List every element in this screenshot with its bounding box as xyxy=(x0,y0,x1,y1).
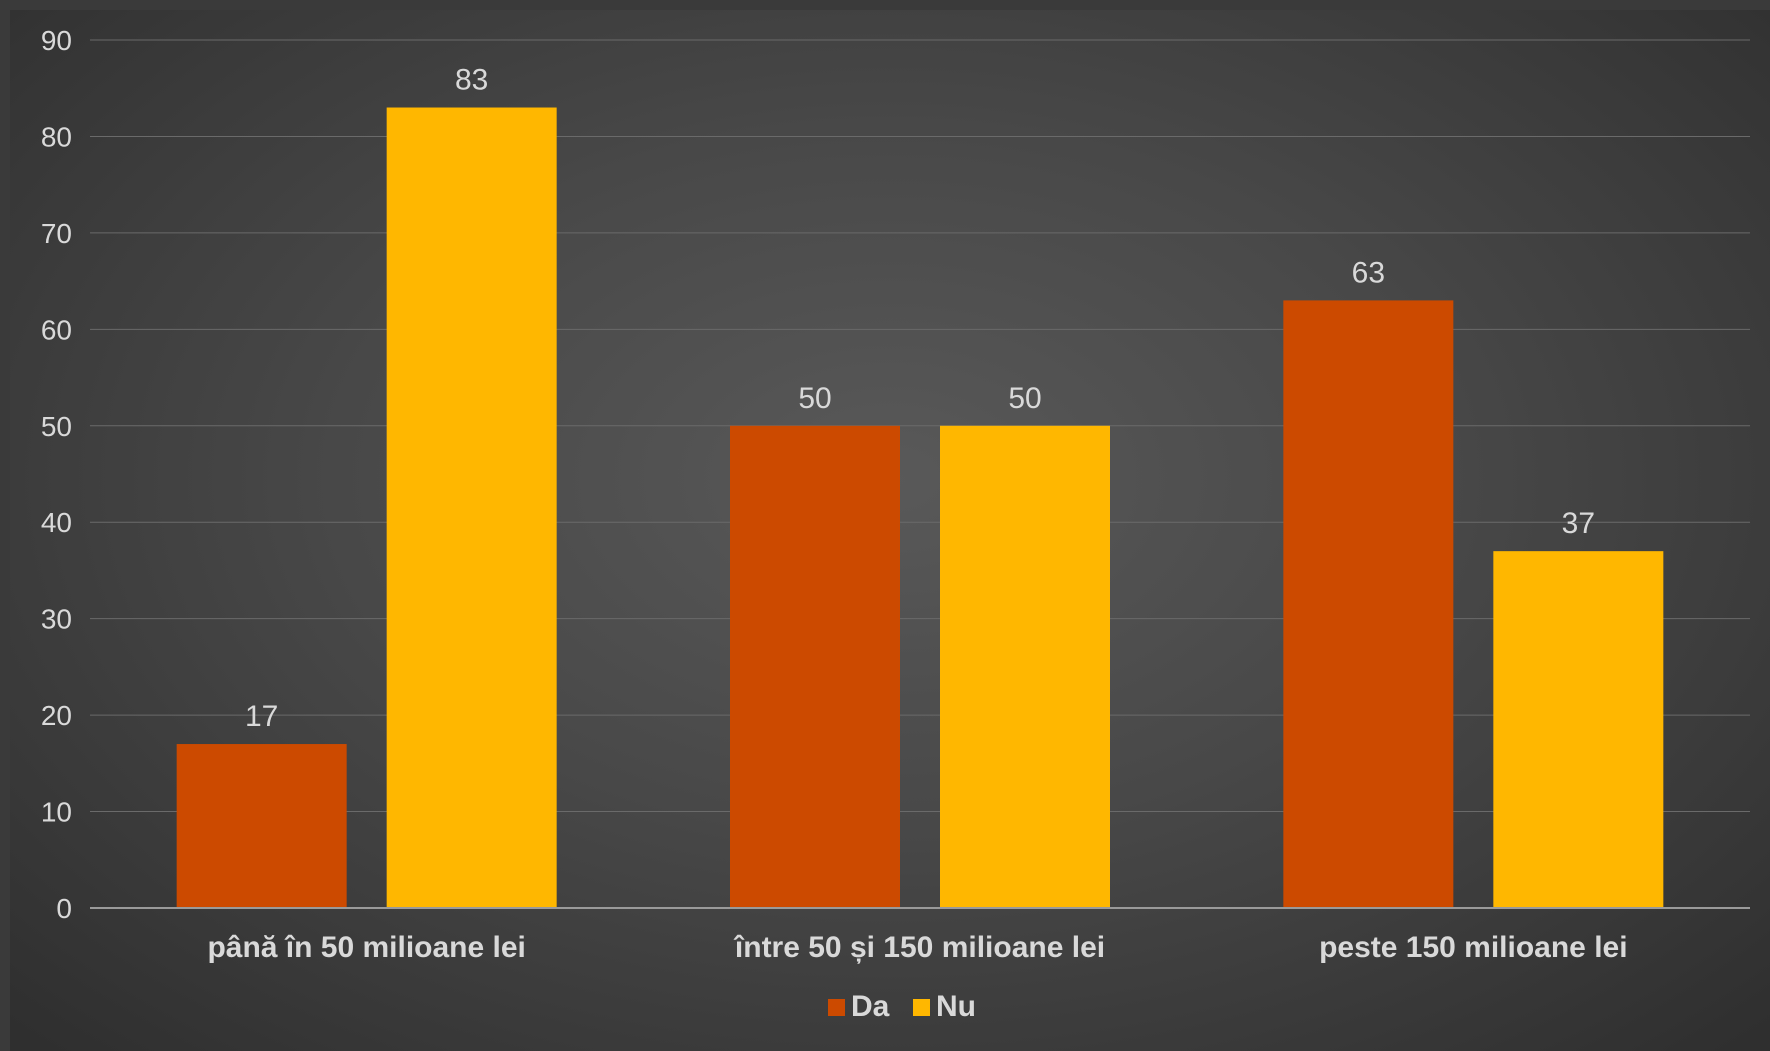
bar-da xyxy=(730,425,900,908)
legend-label: Da xyxy=(851,990,890,1023)
bar-da xyxy=(176,744,347,908)
x-category-label: peste 150 milioane lei xyxy=(1319,931,1627,964)
bar-nu xyxy=(386,107,557,908)
data-label: 50 xyxy=(798,382,831,415)
y-tick-label: 80 xyxy=(41,121,72,152)
y-tick-label: 50 xyxy=(41,411,72,442)
bar-nu xyxy=(940,425,1110,908)
y-tick-label: 0 xyxy=(56,893,72,924)
x-axis: până în 50 milioane lei între 50 și 150 m… xyxy=(90,907,1750,964)
y-tick-label: 30 xyxy=(41,604,72,635)
x-category-label: între 50 și 150 milioane lei xyxy=(733,931,1105,964)
x-category-label: până în 50 milioane lei xyxy=(207,931,525,964)
bar-nu xyxy=(1493,551,1664,908)
y-tick-label: 90 xyxy=(41,25,72,56)
data-label: 37 xyxy=(1562,507,1595,540)
y-tick-label: 20 xyxy=(41,700,72,731)
data-label: 50 xyxy=(1008,382,1041,415)
y-axis: 0 10 20 30 40 50 60 70 80 90 xyxy=(41,25,72,924)
data-label: 63 xyxy=(1352,256,1385,289)
data-labels: 17 83 50 50 63 37 xyxy=(245,64,1595,734)
y-tick-label: 10 xyxy=(41,797,72,828)
legend-swatch-da xyxy=(828,999,845,1016)
y-tick-label: 40 xyxy=(41,507,72,538)
bars xyxy=(176,107,1664,908)
bar-chart: 0 10 20 30 40 50 60 70 80 90 17 83 50 50 63 37 până în… xyxy=(41,25,1750,1023)
gridlines xyxy=(90,39,1750,813)
legend: Da Nu xyxy=(828,990,976,1023)
chart-frame: 0 10 20 30 40 50 60 70 80 90 17 83 50 50 63 37 până în… xyxy=(10,10,1770,1051)
data-label: 17 xyxy=(245,700,278,733)
y-tick-label: 70 xyxy=(41,218,72,249)
legend-label: Nu xyxy=(936,990,976,1023)
legend-swatch-nu xyxy=(913,999,930,1016)
y-tick-label: 60 xyxy=(41,314,72,345)
data-label: 83 xyxy=(455,64,488,97)
bar-da xyxy=(1283,300,1454,908)
